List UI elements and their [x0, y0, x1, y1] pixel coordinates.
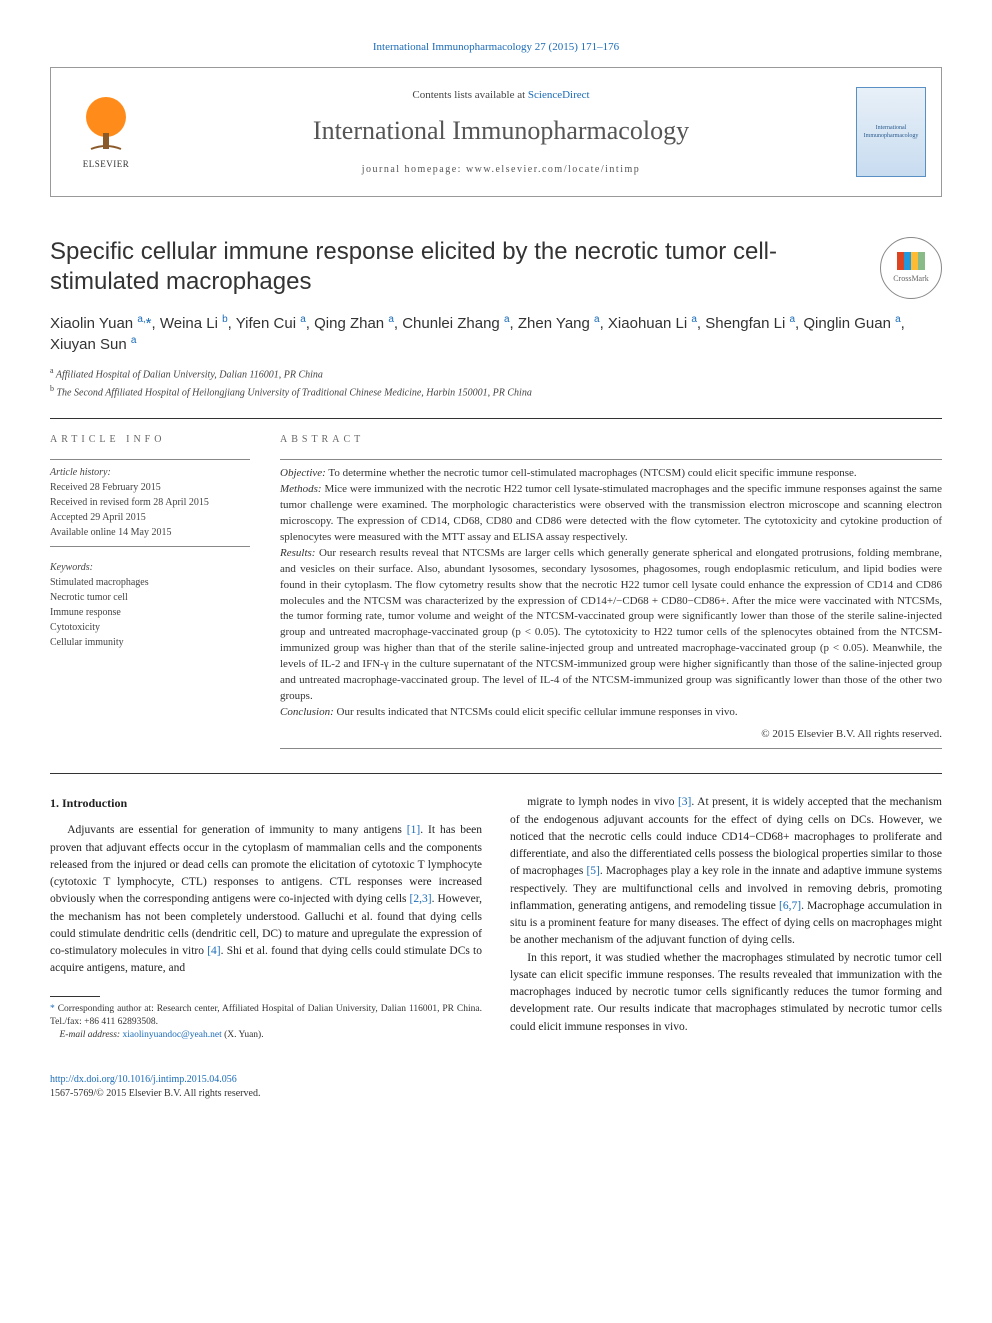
- authors-list: Xiaolin Yuan a,*, Weina Li b, Yifen Cui …: [50, 313, 942, 355]
- journal-header: ELSEVIER Contents lists available at Sci…: [50, 67, 942, 197]
- header-center: Contents lists available at ScienceDirec…: [146, 88, 856, 178]
- keywords-label: Keywords:: [50, 561, 250, 575]
- contents-line: Contents lists available at ScienceDirec…: [146, 88, 856, 103]
- crossmark-icon: [897, 252, 925, 270]
- keyword: Cytotoxicity: [50, 620, 250, 635]
- elsevier-tree-icon: [81, 95, 131, 155]
- divider: [50, 418, 942, 419]
- intro-paragraph: migrate to lymph nodes in vivo [3]. At p…: [510, 794, 942, 949]
- info-divider: [50, 459, 250, 460]
- abstract-copyright: © 2015 Elsevier B.V. All rights reserved…: [280, 727, 942, 742]
- article-info-sidebar: ARTICLE INFO Article history: Received 2…: [50, 433, 250, 755]
- article-info-heading: ARTICLE INFO: [50, 433, 250, 447]
- keyword: Necrotic tumor cell: [50, 590, 250, 605]
- top-citation-link[interactable]: International Immunopharmacology 27 (201…: [373, 41, 619, 53]
- footnote-divider: [50, 996, 100, 997]
- section-divider: [50, 773, 942, 774]
- abstract-body: Objective: To determine whether the necr…: [280, 466, 942, 721]
- info-divider: [280, 748, 942, 749]
- affiliation-a: a Affiliated Hospital of Dalian Universi…: [50, 365, 942, 382]
- journal-cover-thumbnail: International Immunopharmacology: [856, 87, 926, 177]
- sciencedirect-link[interactable]: ScienceDirect: [528, 89, 590, 101]
- keyword: Cellular immunity: [50, 635, 250, 650]
- keyword: Stimulated macrophages: [50, 575, 250, 590]
- affiliation-b: b The Second Affiliated Hospital of Heil…: [50, 383, 942, 400]
- journal-homepage: journal homepage: www.elsevier.com/locat…: [146, 163, 856, 177]
- history-line: Available online 14 May 2015: [50, 525, 250, 540]
- history-line: Accepted 29 April 2015: [50, 510, 250, 525]
- corresponding-author-footnote: * Corresponding author at: Research cent…: [50, 1003, 482, 1043]
- affiliations: a Affiliated Hospital of Dalian Universi…: [50, 365, 942, 400]
- issn-copyright: 1567-5769/© 2015 Elsevier B.V. All right…: [50, 1088, 260, 1099]
- bottom-links: http://dx.doi.org/10.1016/j.intimp.2015.…: [50, 1073, 942, 1101]
- elsevier-label: ELSEVIER: [83, 158, 130, 171]
- elsevier-logo: ELSEVIER: [66, 87, 146, 177]
- doi-link[interactable]: http://dx.doi.org/10.1016/j.intimp.2015.…: [50, 1074, 237, 1085]
- crossmark-badge[interactable]: CrossMark: [880, 237, 942, 299]
- intro-paragraph: Adjuvants are essential for generation o…: [50, 822, 482, 977]
- abstract-heading: ABSTRACT: [280, 433, 942, 447]
- history-label: Article history:: [50, 466, 250, 480]
- intro-paragraph: In this report, it was studied whether t…: [510, 950, 942, 1036]
- keyword: Immune response: [50, 605, 250, 620]
- history-line: Received in revised form 28 April 2015: [50, 495, 250, 510]
- info-divider: [280, 459, 942, 460]
- body-columns: 1. Introduction Adjuvants are essential …: [50, 794, 942, 1042]
- history-line: Received 28 February 2015: [50, 480, 250, 495]
- intro-heading: 1. Introduction: [50, 794, 482, 812]
- info-divider: [50, 546, 250, 547]
- abstract: ABSTRACT Objective: To determine whether…: [280, 433, 942, 755]
- article-title: Specific cellular immune response elicit…: [50, 237, 860, 297]
- email-link[interactable]: xiaolinyuandoc@yeah.net: [122, 1030, 221, 1040]
- journal-name: International Immunopharmacology: [146, 113, 856, 149]
- top-citation: International Immunopharmacology 27 (201…: [50, 40, 942, 55]
